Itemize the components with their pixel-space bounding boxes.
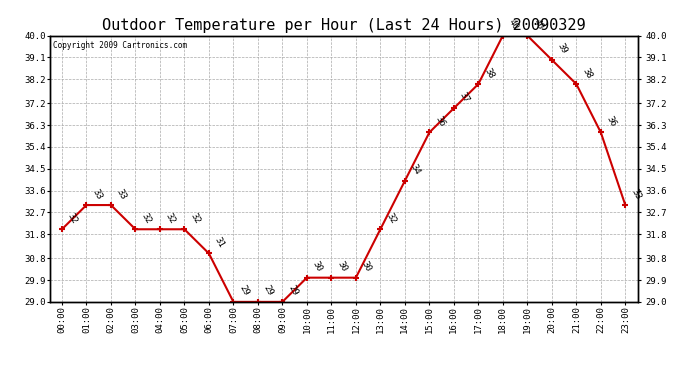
- Text: 38: 38: [580, 66, 593, 80]
- Text: 29: 29: [262, 284, 275, 298]
- Text: 32: 32: [164, 211, 177, 225]
- Text: 38: 38: [482, 66, 495, 80]
- Text: 30: 30: [360, 260, 373, 273]
- Text: 29: 29: [286, 284, 299, 298]
- Text: 33: 33: [629, 187, 642, 201]
- Text: Copyright 2009 Cartronics.com: Copyright 2009 Cartronics.com: [52, 41, 187, 50]
- Text: 33: 33: [115, 187, 128, 201]
- Text: 40: 40: [507, 18, 520, 32]
- Text: 37: 37: [458, 90, 471, 104]
- Text: 32: 32: [384, 211, 397, 225]
- Text: 32: 32: [66, 211, 79, 225]
- Text: 39: 39: [556, 42, 569, 56]
- Text: 31: 31: [213, 236, 226, 249]
- Text: 36: 36: [433, 114, 446, 128]
- Text: 32: 32: [188, 211, 201, 225]
- Text: 36: 36: [605, 114, 618, 128]
- Text: 40: 40: [531, 18, 544, 32]
- Text: 30: 30: [335, 260, 348, 273]
- Text: 33: 33: [90, 187, 104, 201]
- Text: 34: 34: [409, 163, 422, 177]
- Title: Outdoor Temperature per Hour (Last 24 Hours) 20090329: Outdoor Temperature per Hour (Last 24 Ho…: [102, 18, 585, 33]
- Text: 30: 30: [311, 260, 324, 273]
- Text: 29: 29: [237, 284, 250, 298]
- Text: 32: 32: [139, 211, 152, 225]
